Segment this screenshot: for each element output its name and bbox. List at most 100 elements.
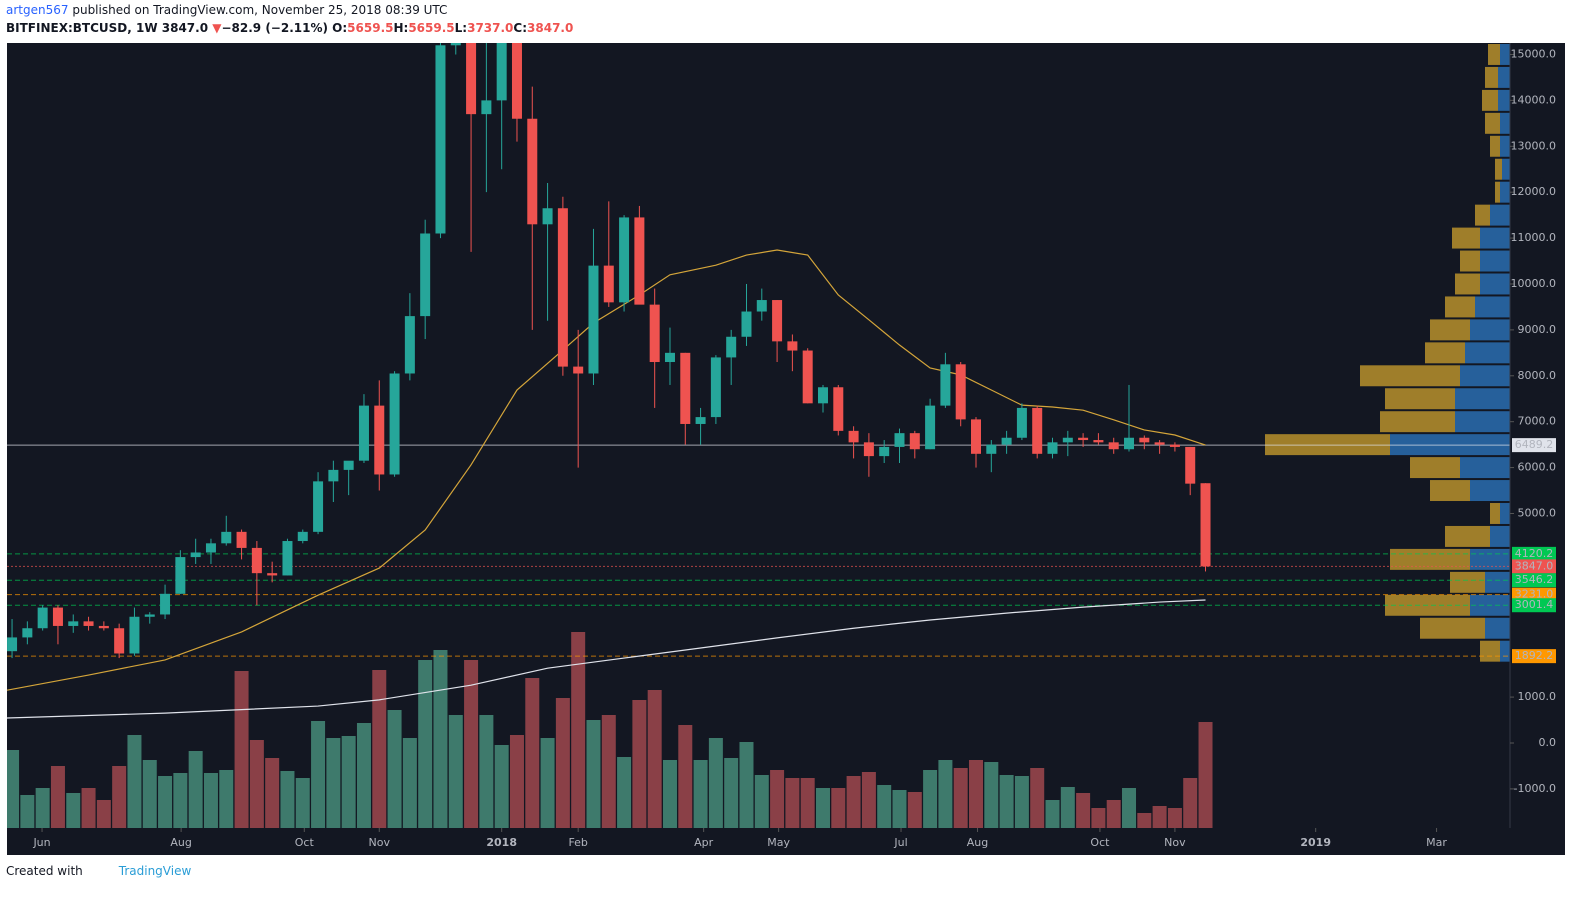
candle-body: [1062, 437, 1073, 443]
brand[interactable]: TradingView: [118, 864, 192, 878]
level-label-box: [1512, 546, 1556, 561]
level-label-box: [1512, 587, 1556, 602]
profile-gold: [1495, 181, 1500, 203]
volume-bar: [158, 776, 173, 828]
volume-bar: [448, 715, 463, 828]
volume-bar: [326, 738, 341, 828]
profile-blue: [1490, 204, 1510, 226]
profile-blue: [1480, 227, 1510, 249]
volume-bar: [1106, 800, 1121, 828]
candle-body: [1001, 437, 1012, 445]
volume-bar: [571, 632, 586, 828]
y-tick-label: 0.0: [1539, 736, 1557, 749]
candle-body: [52, 607, 63, 626]
candle-body: [557, 208, 568, 367]
volume-bar: [846, 776, 861, 828]
candle-body: [741, 311, 752, 337]
volume-bar: [617, 757, 632, 828]
candle-body: [986, 444, 997, 454]
candle-body: [450, 43, 461, 46]
candle-body: [236, 531, 247, 548]
x-tick-label: Aug: [170, 836, 191, 849]
candle-body: [1124, 437, 1135, 450]
ohlc-key: C:: [513, 21, 528, 35]
profile-blue: [1485, 617, 1510, 639]
volume-bar: [770, 770, 785, 828]
volume-bar: [50, 766, 65, 828]
profile-gold: [1430, 480, 1470, 502]
volume-bar: [280, 771, 295, 828]
candle-body: [297, 531, 308, 542]
candle-body: [1200, 483, 1211, 567]
profile-blue: [1480, 273, 1510, 295]
candle-body: [680, 352, 691, 424]
profile-blue: [1498, 66, 1510, 88]
level-label-box: [1512, 438, 1556, 453]
level-label: 1892.2: [1515, 649, 1554, 662]
axes: Jun Aug Oct Nov 2018 Feb Apr May Jul Aug Oct Nov 201…: [32, 43, 1556, 849]
x-tick-label: Mar: [1426, 836, 1447, 849]
volume-bar: [1183, 778, 1198, 828]
profile-blue: [1455, 388, 1510, 410]
candle-body: [588, 265, 599, 374]
author[interactable]: artgen567: [6, 3, 69, 17]
level-label: 3546.2: [1515, 573, 1554, 586]
volume-bar: [907, 792, 922, 828]
ohlc-key: L:: [454, 21, 468, 35]
header-line: artgen567 published on TradingView.com, …: [6, 3, 447, 17]
candle-body: [496, 43, 507, 101]
y-tick-label: 13000.0: [1511, 139, 1557, 152]
level-label-box: [1512, 598, 1556, 613]
candle-body: [619, 217, 630, 303]
level-label: 6489.2: [1515, 438, 1554, 451]
candle-body: [404, 316, 415, 374]
volume-bar: [708, 738, 723, 828]
last-price: 3847.0: [161, 21, 209, 35]
profile-gold: [1430, 319, 1470, 341]
candle-body: [772, 300, 783, 342]
profile-blue: [1460, 457, 1510, 479]
volume-bar: [969, 760, 984, 828]
profile-blue: [1502, 158, 1510, 180]
x-tick-label: Jul: [893, 836, 907, 849]
volume-bar: [418, 660, 433, 828]
profile-gold: [1390, 548, 1470, 570]
candle-body: [940, 364, 951, 406]
x-tick-label: Oct: [295, 836, 315, 849]
volume-bar: [877, 785, 892, 828]
candle-body: [313, 481, 324, 532]
candle-body: [175, 557, 186, 594]
y-tick-label: -1000.0: [1514, 782, 1556, 795]
x-tick-label: Oct: [1090, 836, 1110, 849]
candle-body: [955, 364, 966, 420]
candle-body: [756, 300, 767, 312]
candle-body: [879, 446, 890, 457]
profile-gold: [1475, 204, 1490, 226]
volume-bar: [295, 778, 310, 828]
volume-bar: [1152, 806, 1167, 828]
y-tick-label: 10000.0: [1511, 277, 1557, 290]
volume-bar: [601, 715, 616, 828]
candle-body: [343, 460, 354, 470]
candle-body: [894, 433, 905, 447]
volume-bar: [632, 700, 647, 828]
volume-bar: [35, 788, 50, 828]
profile-gold: [1485, 112, 1500, 134]
volume-bar: [1137, 813, 1152, 828]
profile-blue: [1500, 503, 1510, 524]
x-tick-label: Apr: [694, 836, 714, 849]
candle-body: [267, 573, 278, 576]
candle-body: [1047, 442, 1058, 454]
candle-body: [1032, 407, 1043, 454]
volume-bar: [341, 736, 356, 828]
profile-gold: [1485, 66, 1498, 88]
profile-gold: [1480, 640, 1500, 662]
profile-gold: [1460, 250, 1480, 272]
volume-bar: [1091, 808, 1106, 828]
candle-body: [466, 43, 477, 115]
candle-body: [664, 352, 675, 363]
volume-bar: [479, 715, 494, 828]
y-tick-label: 1000.0: [1518, 690, 1557, 703]
change-arrow: ▼: [212, 21, 222, 35]
